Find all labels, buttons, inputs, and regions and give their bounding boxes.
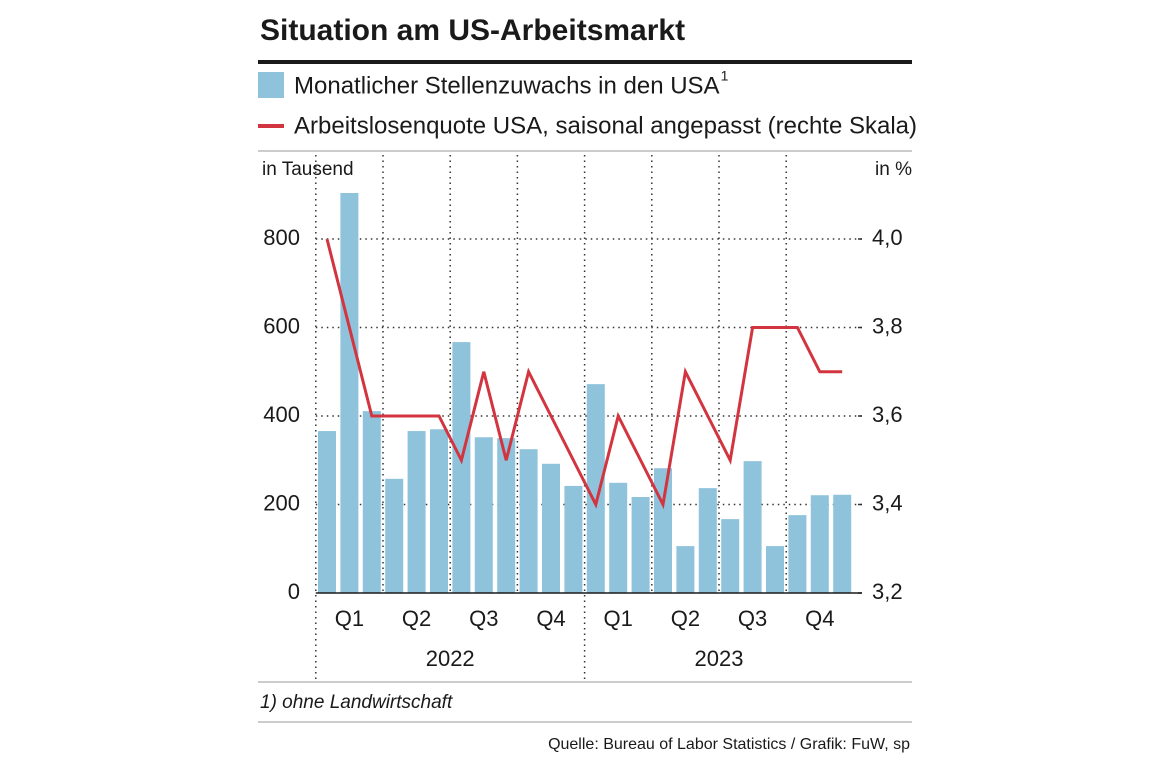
bar bbox=[654, 468, 672, 593]
source: Quelle: Bureau of Labor Statistics / Gra… bbox=[548, 736, 910, 753]
quarter-label: Q1 bbox=[335, 606, 364, 631]
bar bbox=[452, 342, 471, 593]
bar bbox=[519, 449, 538, 593]
y2-tick-label: 3,6 bbox=[872, 402, 903, 427]
quarter-label: Q3 bbox=[738, 606, 767, 631]
bar bbox=[542, 463, 560, 593]
title-rule bbox=[258, 60, 912, 64]
bar bbox=[676, 546, 695, 593]
bar bbox=[609, 482, 628, 593]
bar bbox=[385, 478, 404, 593]
chart-title: Situation am US-Arbeitsmarkt bbox=[260, 14, 685, 47]
bar bbox=[766, 546, 784, 593]
y-tick-label: 0 bbox=[288, 579, 300, 604]
year-label: 2022 bbox=[426, 646, 475, 671]
bar bbox=[474, 437, 493, 593]
bar bbox=[788, 515, 807, 593]
bar bbox=[810, 495, 829, 593]
quarter-label: Q3 bbox=[469, 606, 498, 631]
bar bbox=[430, 429, 448, 593]
bar bbox=[340, 192, 359, 594]
year-label: 2023 bbox=[695, 646, 744, 671]
footnote: 1) ohne Landwirtschaft bbox=[260, 692, 453, 713]
bar bbox=[362, 411, 381, 593]
bar bbox=[833, 494, 852, 593]
y-tick-label: 200 bbox=[263, 490, 300, 515]
y-axis-label: in Tausend bbox=[262, 159, 354, 180]
bar bbox=[564, 485, 583, 593]
bar bbox=[721, 519, 740, 593]
y-tick-label: 400 bbox=[263, 402, 300, 427]
bar bbox=[698, 488, 717, 593]
quarter-label: Q4 bbox=[536, 606, 565, 631]
bar bbox=[497, 438, 516, 593]
legend-swatch bbox=[258, 72, 284, 98]
y-tick-label: 800 bbox=[263, 225, 300, 250]
y2-tick-label: 3,2 bbox=[872, 579, 903, 604]
bar bbox=[407, 431, 426, 593]
bar bbox=[586, 384, 605, 593]
legend-label: Monatlicher Stellenzuwachs in den USA bbox=[294, 72, 720, 99]
y2-tick-label: 4,0 bbox=[872, 225, 903, 250]
quarter-label: Q2 bbox=[402, 606, 431, 631]
legend-label: Arbeitslosenquote USA, saisonal angepass… bbox=[294, 112, 917, 139]
quarter-label: Q2 bbox=[671, 606, 700, 631]
bar bbox=[743, 461, 762, 593]
footnote-marker: 1 bbox=[721, 68, 729, 84]
bar bbox=[318, 431, 336, 593]
y2-axis-label: in % bbox=[875, 159, 912, 180]
bar bbox=[631, 496, 650, 593]
line bbox=[325, 238, 843, 510]
quarter-label: Q1 bbox=[604, 606, 633, 631]
y2-tick-label: 3,8 bbox=[872, 313, 903, 338]
quarter-label: Q4 bbox=[805, 606, 834, 631]
y-tick-label: 600 bbox=[263, 313, 300, 338]
y2-tick-label: 3,4 bbox=[872, 490, 903, 515]
